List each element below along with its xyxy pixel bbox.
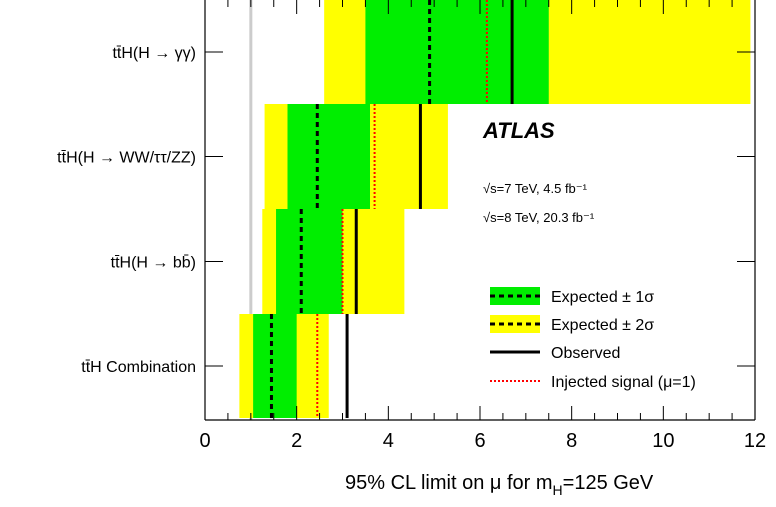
band-1sigma-3 bbox=[253, 314, 297, 418]
category-labels: tt̄H(H → γγ) tt̄H(H → WW/ττ/ZZ) tt̄H(H → b… bbox=[57, 45, 196, 376]
atlas-label: ATLAS bbox=[482, 118, 555, 143]
x-tick-label: 12 bbox=[744, 430, 766, 452]
legend-label: Injected signal (μ=1) bbox=[551, 374, 696, 391]
x-tick-label: 6 bbox=[474, 430, 485, 452]
band-1sigma-1 bbox=[287, 104, 370, 209]
x-tick-label: 10 bbox=[652, 430, 674, 452]
band-1sigma-2 bbox=[276, 209, 343, 314]
energy-line-7tev: √s=7 TeV, 4.5 fb⁻¹ bbox=[483, 181, 588, 196]
category-label: tt̄H(H → bb̄) bbox=[111, 254, 196, 271]
legend-swatch-1sigma bbox=[490, 287, 540, 305]
legend-label: Expected ± 1σ bbox=[551, 289, 654, 306]
bands-layer bbox=[239, 0, 751, 420]
energy-line-8tev: √s=8 TeV, 20.3 fb⁻¹ bbox=[483, 210, 595, 225]
x-tick-label: 0 bbox=[199, 430, 210, 452]
x-tick-label: 4 bbox=[383, 430, 394, 452]
legend: Expected ± 1σ Expected ± 2σ Observed Inject… bbox=[490, 287, 696, 391]
category-label: tt̄H(H → WW/ττ/ZZ) bbox=[57, 150, 196, 167]
x-axis-label: 95% CL limit on μ for mH=125 GeV bbox=[345, 472, 654, 498]
legend-swatch-2sigma bbox=[490, 315, 540, 333]
legend-label: Expected ± 2σ bbox=[551, 317, 654, 334]
band-1sigma-0 bbox=[365, 0, 549, 104]
x-tick-label: 2 bbox=[291, 430, 302, 452]
axes-layer: 0 2 4 6 8 10 12 bbox=[199, 0, 766, 452]
legend-label: Observed bbox=[551, 345, 620, 362]
category-label: tt̄H(H → γγ) bbox=[112, 45, 196, 62]
category-label: tt̄H Combination bbox=[81, 359, 196, 376]
x-tick-label: 8 bbox=[566, 430, 577, 452]
